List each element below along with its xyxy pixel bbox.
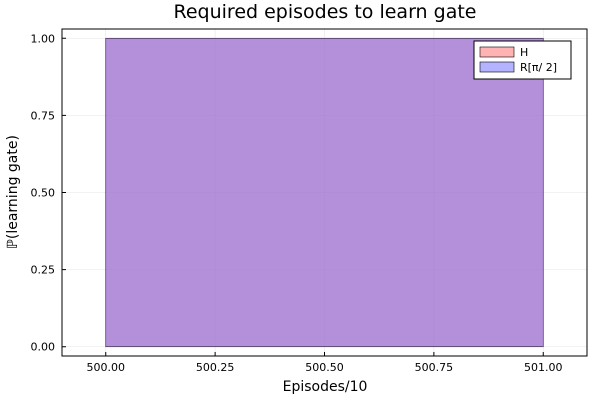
bar-r-0 (105, 37, 544, 348)
bars-group (105, 37, 544, 348)
y-tick-label-2: 0.50 (31, 187, 56, 200)
x-tick-label-4: 501.00 (524, 361, 563, 374)
x-tick-label-1: 500.25 (196, 361, 235, 374)
x-tick-label-0: 500.00 (87, 361, 126, 374)
y-tick-label-4: 1.00 (31, 32, 56, 45)
y-tick-label-1: 0.25 (31, 264, 56, 277)
legend-label-r: R[π/ 2] (520, 61, 557, 74)
y-tick-label-3: 0.75 (31, 109, 56, 122)
chart-title: Required episodes to learn gate (174, 1, 477, 23)
legend-swatch-h (479, 46, 515, 58)
y-axis-ticks: 0.00 0.25 0.50 0.75 1.00 (31, 32, 66, 354)
y-axis-label: ℙ(learning gate) (5, 135, 21, 249)
legend-swatch-r (479, 61, 515, 73)
x-tick-label-2: 500.50 (305, 361, 344, 374)
y-tick-label-0: 0.00 (31, 341, 56, 354)
legend: H R[π/ 2] (473, 40, 572, 80)
x-tick-label-3: 500.75 (415, 361, 454, 374)
legend-label-h: H (520, 46, 528, 59)
x-axis-label: Episodes/10 (283, 379, 368, 395)
x-axis-ticks: 500.00 500.25 500.50 500.75 501.00 (87, 352, 563, 374)
